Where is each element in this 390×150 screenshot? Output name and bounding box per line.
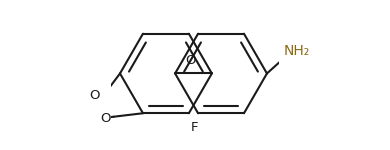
- Text: O: O: [89, 89, 99, 102]
- Text: O: O: [100, 112, 111, 125]
- Text: NH₂: NH₂: [284, 44, 310, 58]
- Text: F: F: [191, 121, 199, 134]
- Text: O: O: [185, 54, 196, 67]
